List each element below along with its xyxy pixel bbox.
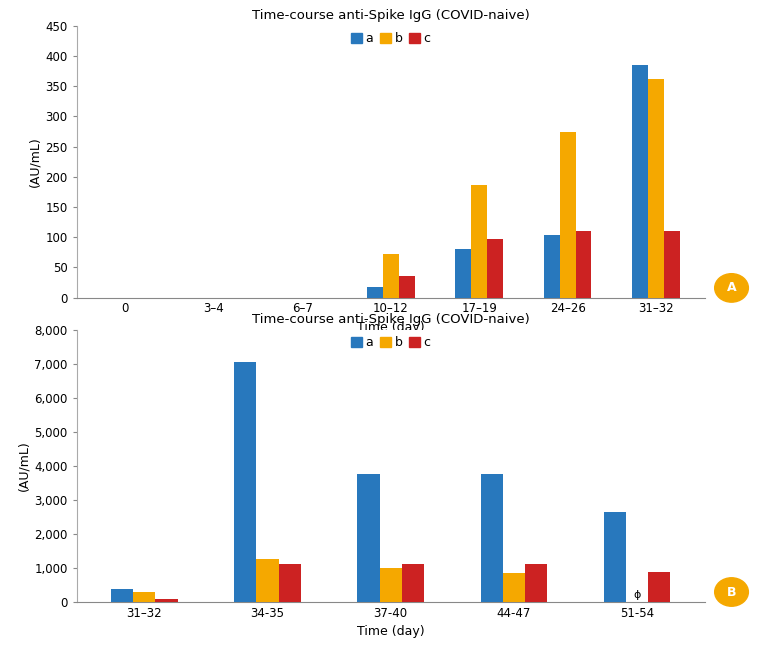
Bar: [133, 592, 155, 602]
Bar: [455, 249, 471, 298]
Bar: [604, 512, 626, 602]
Y-axis label: (AU/mL): (AU/mL): [28, 137, 41, 187]
Bar: [471, 184, 487, 298]
Bar: [279, 564, 301, 602]
Bar: [155, 599, 178, 602]
Bar: [111, 589, 133, 602]
Text: ϕ: ϕ: [633, 589, 640, 600]
Bar: [648, 79, 664, 298]
Bar: [398, 276, 414, 298]
Bar: [367, 287, 383, 298]
Text: B: B: [727, 586, 736, 598]
Bar: [401, 564, 424, 602]
Legend: a, b, c: a, b, c: [351, 32, 430, 45]
Bar: [648, 572, 670, 602]
X-axis label: Time (day): Time (day): [357, 625, 424, 638]
Bar: [544, 236, 560, 298]
Bar: [480, 474, 502, 602]
Y-axis label: (AU/mL): (AU/mL): [17, 441, 30, 491]
Bar: [234, 362, 257, 602]
Bar: [358, 474, 380, 602]
Bar: [487, 239, 503, 298]
Bar: [560, 131, 575, 298]
Text: A: A: [727, 281, 736, 294]
X-axis label: Time (day): Time (day): [357, 321, 424, 334]
Title: Time-course anti-Spike IgG (COVID-naive): Time-course anti-Spike IgG (COVID-naive): [252, 313, 529, 326]
Bar: [664, 231, 680, 298]
Bar: [380, 568, 401, 602]
Bar: [383, 254, 398, 298]
Legend: a, b, c: a, b, c: [351, 336, 430, 349]
Bar: [525, 564, 547, 602]
Bar: [632, 65, 648, 298]
Bar: [575, 231, 591, 298]
Title: Time-course anti-Spike IgG (COVID-naive): Time-course anti-Spike IgG (COVID-naive): [252, 9, 529, 22]
Bar: [502, 573, 525, 602]
Bar: [257, 558, 279, 602]
